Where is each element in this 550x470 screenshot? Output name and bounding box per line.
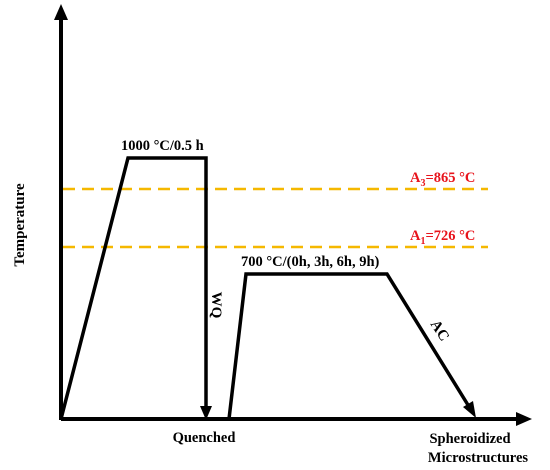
quenched-label: Quenched bbox=[173, 430, 236, 446]
air-cool-arrowhead bbox=[463, 401, 476, 418]
quench-method-label: WQ bbox=[208, 292, 224, 319]
austenitize-path bbox=[59, 156, 208, 420]
final-label-line2: Microstructures bbox=[428, 450, 528, 466]
y-axis-label: Temperature bbox=[12, 183, 28, 267]
a1-label: A1=726 °C bbox=[410, 228, 475, 247]
spheroidize-label: 700 °C/(0h, 3h, 6h, 9h) bbox=[241, 254, 380, 270]
cool-method-label: AC bbox=[427, 317, 452, 344]
final-label-line1: Spheroidized bbox=[429, 431, 510, 447]
y-axis-arrowhead bbox=[54, 4, 68, 20]
austenitize-label: 1000 °C/0.5 h bbox=[121, 138, 204, 154]
quench-arrowhead bbox=[200, 406, 212, 420]
a3-label: A3=865 °C bbox=[410, 170, 475, 189]
spheroidize-path bbox=[227, 272, 470, 420]
x-axis-arrowhead bbox=[516, 412, 532, 426]
